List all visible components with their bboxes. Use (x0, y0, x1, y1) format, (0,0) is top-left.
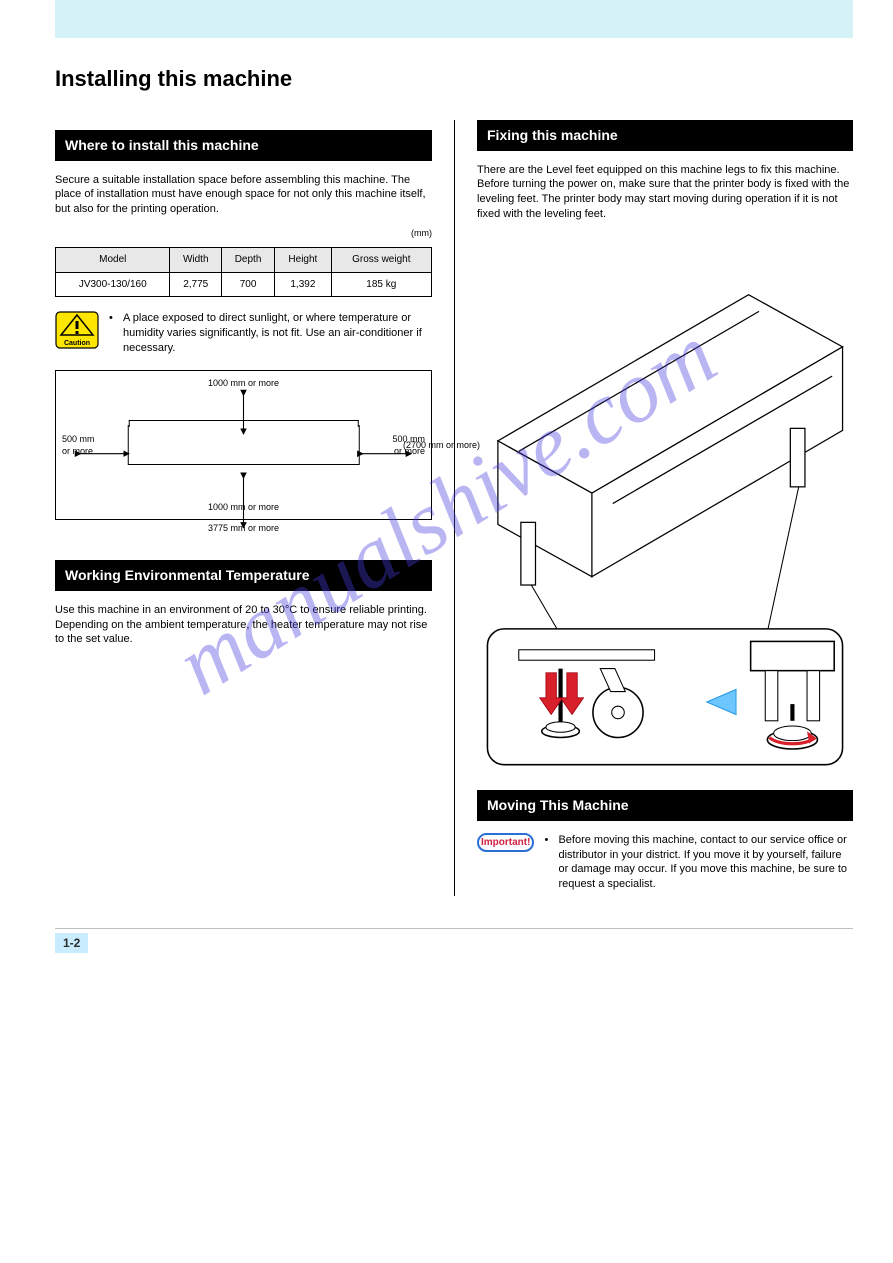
dim-total-width: 3775 mm or more (55, 522, 432, 534)
caution-block: Caution A place exposed to direct sunlig… (55, 311, 432, 360)
fixing-intro: There are the Level feet equipped on thi… (477, 163, 853, 222)
header-band (55, 0, 853, 38)
spec-th-depth: Depth (221, 248, 274, 273)
spec-td-model: JV300-130/160 (56, 272, 170, 297)
spec-th-height: Height (275, 248, 331, 273)
fixing-figure (477, 232, 853, 780)
column-left: Where to install this machine Secure a s… (55, 120, 454, 896)
important-list: Before moving this machine, contact to o… (544, 833, 853, 896)
section-fixing: Fixing this machine (477, 120, 853, 151)
table-unit-note: (mm) (55, 227, 432, 239)
caution-item: A place exposed to direct sunlight, or w… (109, 311, 432, 356)
spec-table-wrap: Model Width Depth Height Gross weight JV… (55, 247, 432, 297)
env-text: Use this machine in an environment of 20… (55, 603, 432, 648)
page-title: Installing this machine (55, 64, 853, 94)
section-working-env: Working Environmental Temperature (55, 560, 432, 591)
column-right: Fixing this machine There are the Level … (454, 120, 853, 896)
dim-total-height: (2700 mm or more) (403, 370, 480, 520)
important-block: Important! Before moving this machine, c… (477, 833, 853, 896)
important-item: Before moving this machine, contact to o… (544, 833, 853, 892)
spec-th-model: Model (56, 248, 170, 273)
footer-separator (55, 928, 853, 929)
section-moving: Moving This Machine (477, 790, 853, 821)
caution-list: A place exposed to direct sunlight, or w… (109, 311, 432, 360)
install-diagram-outer: 1000 mm or more 500 mm or more 500 mm or… (55, 370, 432, 520)
table-row: JV300-130/160 2,775 700 1,392 185 kg (56, 272, 432, 297)
spec-td-height: 1,392 (275, 272, 331, 297)
spec-td-weight: 185 kg (331, 272, 431, 297)
caution-icon: Caution (55, 311, 99, 349)
spec-th-weight: Gross weight (331, 248, 431, 273)
spec-table: Model Width Depth Height Gross weight JV… (55, 247, 432, 297)
two-column-layout: Where to install this machine Secure a s… (55, 120, 853, 896)
printer-leveling-illustration-icon (477, 232, 853, 775)
svg-text:Caution: Caution (64, 340, 90, 347)
important-icon: Important! (477, 833, 534, 853)
page-number: 1-2 (55, 933, 88, 953)
section-where-to-install: Where to install this machine (55, 130, 432, 161)
dimension-arrows-icon (56, 371, 431, 536)
spec-td-depth: 700 (221, 272, 274, 297)
install-intro: Secure a suitable installation space bef… (55, 173, 432, 218)
spec-td-width: 2,775 (170, 272, 221, 297)
install-space-diagram: 1000 mm or more 500 mm or more 500 mm or… (55, 370, 432, 520)
spec-th-width: Width (170, 248, 221, 273)
